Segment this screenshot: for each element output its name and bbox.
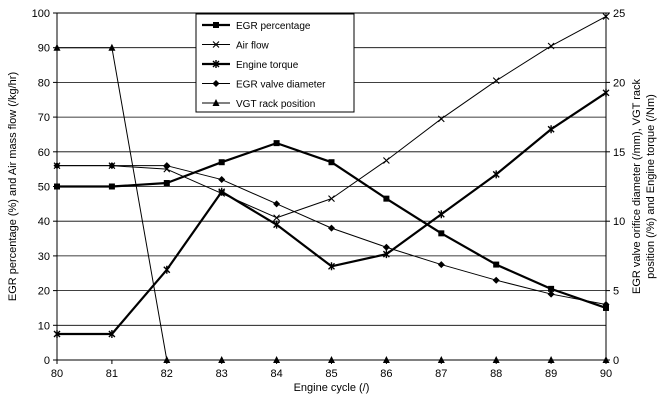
x-axis-label: Engine cycle (/) — [294, 382, 370, 394]
x-axis-ticks: 80 81 82 83 84 85 86 87 88 89 90 — [51, 360, 612, 380]
series-2-point-8 — [492, 170, 500, 179]
left-y-tick-label-7: 70 — [38, 112, 50, 124]
x-tick-label-8: 88 — [490, 368, 502, 380]
legend: EGR percentage Air flow Engine torque EGR v… — [195, 13, 355, 113]
series-3-point-3 — [218, 176, 226, 184]
right-y-axis-label-line1: EGR valve orifice diameter (/mm), VGT ra… — [631, 79, 643, 294]
x-tick-label-6: 86 — [380, 368, 392, 380]
series-3-point-8 — [492, 276, 500, 284]
series-0-point-7 — [438, 230, 445, 237]
series-1-point-6 — [383, 157, 390, 164]
series-3 — [53, 162, 610, 308]
series-0-point-9 — [548, 285, 555, 292]
right-y-tick-label-2: 10 — [613, 216, 625, 228]
x-tick-label-7: 87 — [435, 368, 447, 380]
legend-label-4: VGT rack position — [236, 99, 315, 110]
legend-swatch-marker-2 — [212, 60, 220, 68]
left-y-tick-label-0: 0 — [44, 355, 50, 367]
series-line-2 — [57, 91, 607, 336]
series-2 — [53, 88, 610, 338]
series-2-point-7 — [437, 210, 445, 219]
left-y-tick-label-5: 50 — [38, 182, 50, 194]
x-tick-label-9: 89 — [545, 368, 557, 380]
x-tick-label-5: 85 — [325, 368, 337, 380]
left-y-tick-label-1: 10 — [38, 320, 50, 332]
legend-label-3: EGR valve diameter — [236, 80, 326, 91]
series-2-point-2 — [163, 265, 171, 274]
series-1 — [53, 13, 610, 222]
series-0-point-1 — [108, 183, 115, 190]
x-tick-label-4: 84 — [270, 368, 282, 380]
right-y-tick-label-5: 25 — [613, 8, 625, 20]
series-0-point-3 — [218, 159, 225, 166]
legend-label-1: Air flow — [236, 41, 270, 52]
series-1-point-4 — [273, 214, 280, 222]
legend-item-4: VGT rack position — [202, 99, 315, 110]
series-3-point-9 — [547, 290, 555, 298]
series-3-point-6 — [382, 243, 390, 251]
x-tick-label-0: 80 — [51, 368, 63, 380]
series-layer — [53, 13, 610, 363]
series-0 — [54, 140, 609, 311]
right-y-axis-ticks: 0 5 10 15 20 25 — [606, 8, 625, 367]
series-1-point-7 — [437, 115, 445, 123]
legend-swatch-marker-3 — [212, 80, 220, 87]
right-y-tick-label-1: 5 — [613, 286, 619, 298]
series-0-point-8 — [493, 261, 500, 268]
legend-item-0: EGR percentage — [202, 21, 311, 32]
x-tick-label-1: 81 — [106, 368, 118, 380]
left-y-tick-label-4: 40 — [38, 216, 50, 228]
series-3-point-1 — [108, 162, 116, 170]
legend-label-0: EGR percentage — [236, 21, 311, 32]
series-3-point-4 — [273, 200, 281, 208]
legend-swatch-marker-1 — [212, 41, 220, 48]
right-y-tick-label-4: 20 — [613, 77, 625, 89]
x-tick-label-2: 82 — [161, 368, 173, 380]
series-2-point-4 — [273, 220, 281, 229]
series-1-point-8 — [492, 77, 500, 85]
series-3-point-2 — [163, 162, 171, 170]
x-tick-label-10: 90 — [600, 368, 612, 380]
series-0-point-5 — [328, 159, 335, 166]
left-y-axis-ticks: 0 10 20 30 40 50 60 70 80 90 100 — [32, 8, 57, 367]
legend-swatch-marker-0 — [213, 22, 219, 28]
series-4-point-1 — [108, 43, 116, 51]
series-2-point-3 — [218, 187, 226, 196]
legend-item-3: EGR valve diameter — [202, 80, 326, 91]
series-2-point-1 — [108, 329, 116, 338]
legend-swatch-marker-4 — [212, 99, 220, 106]
left-y-tick-label-2: 20 — [38, 286, 50, 298]
left-y-axis-label: EGR percentage (%) and Air mass flow (/k… — [7, 72, 19, 301]
series-0-point-2 — [163, 180, 170, 187]
left-y-tick-label-10: 100 — [32, 8, 50, 20]
series-0-point-4 — [273, 140, 280, 147]
x-tick-label-3: 83 — [216, 368, 228, 380]
left-y-tick-label-8: 80 — [38, 77, 50, 89]
series-0-point-6 — [383, 195, 390, 202]
series-2-point-9 — [547, 125, 555, 134]
series-2-point-6 — [382, 250, 390, 259]
legend-item-2: Engine torque — [202, 60, 299, 71]
left-y-tick-label-6: 60 — [38, 147, 50, 159]
series-3-point-7 — [437, 261, 445, 269]
left-y-tick-label-3: 30 — [38, 251, 50, 263]
series-1-point-9 — [547, 42, 555, 50]
series-2-point-5 — [328, 262, 335, 271]
legend-item-1: Air flow — [202, 41, 270, 52]
legend-label-2: Engine torque — [236, 60, 299, 71]
right-y-axis-label-line2: position (/%) and Engine torque (/Nm) — [645, 94, 657, 279]
series-1-point-5 — [328, 195, 335, 203]
left-y-tick-label-9: 90 — [38, 43, 50, 55]
right-y-tick-label-0: 0 — [613, 355, 619, 367]
right-y-tick-label-3: 15 — [613, 147, 625, 159]
series-3-point-5 — [328, 224, 335, 232]
